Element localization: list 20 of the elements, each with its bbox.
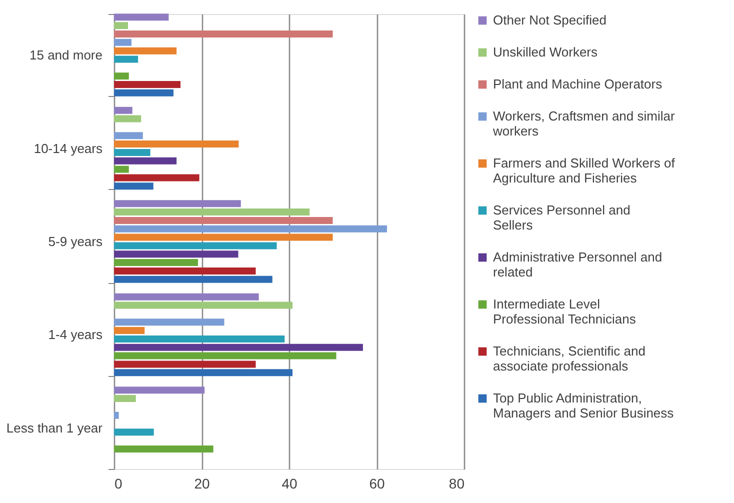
x-tick-label: 0 — [114, 476, 122, 492]
legend-label: Services Personnel and Sellers — [493, 202, 630, 232]
legend-label: Unskilled Workers — [493, 44, 598, 60]
y-tick-label: 5-9 years — [48, 234, 103, 249]
legend-label: Top Public Administration, Managers and Senior Business — [493, 390, 674, 420]
legend-label: Plant and Machine Operators — [493, 76, 663, 92]
y-tick-label: 15 and more — [30, 48, 102, 63]
legend-label: Farmers and Skilled Workers of Agriculture and Fisheries — [493, 156, 676, 186]
x-tick-label: 80 — [448, 476, 465, 492]
x-tick-label: 60 — [369, 476, 385, 492]
x-tick-label: 20 — [194, 476, 210, 492]
legend-label: Other Not Specified — [493, 12, 606, 28]
legend-label: Workers, Craftsmen and similar workers — [492, 108, 676, 138]
y-tick-label: 10-14 years — [34, 140, 103, 156]
legend-label: Intermediate Level Professional Technicians — [493, 296, 636, 326]
legend-label: Administrative Personnel and related — [493, 250, 662, 280]
y-tick-label: 1-4 years — [48, 327, 103, 342]
y-tick-label: Less than 1 year — [6, 420, 104, 436]
x-tick-label: 40 — [282, 476, 298, 492]
legend-label: Technicians, Scientific and associate professionals — [493, 344, 646, 374]
